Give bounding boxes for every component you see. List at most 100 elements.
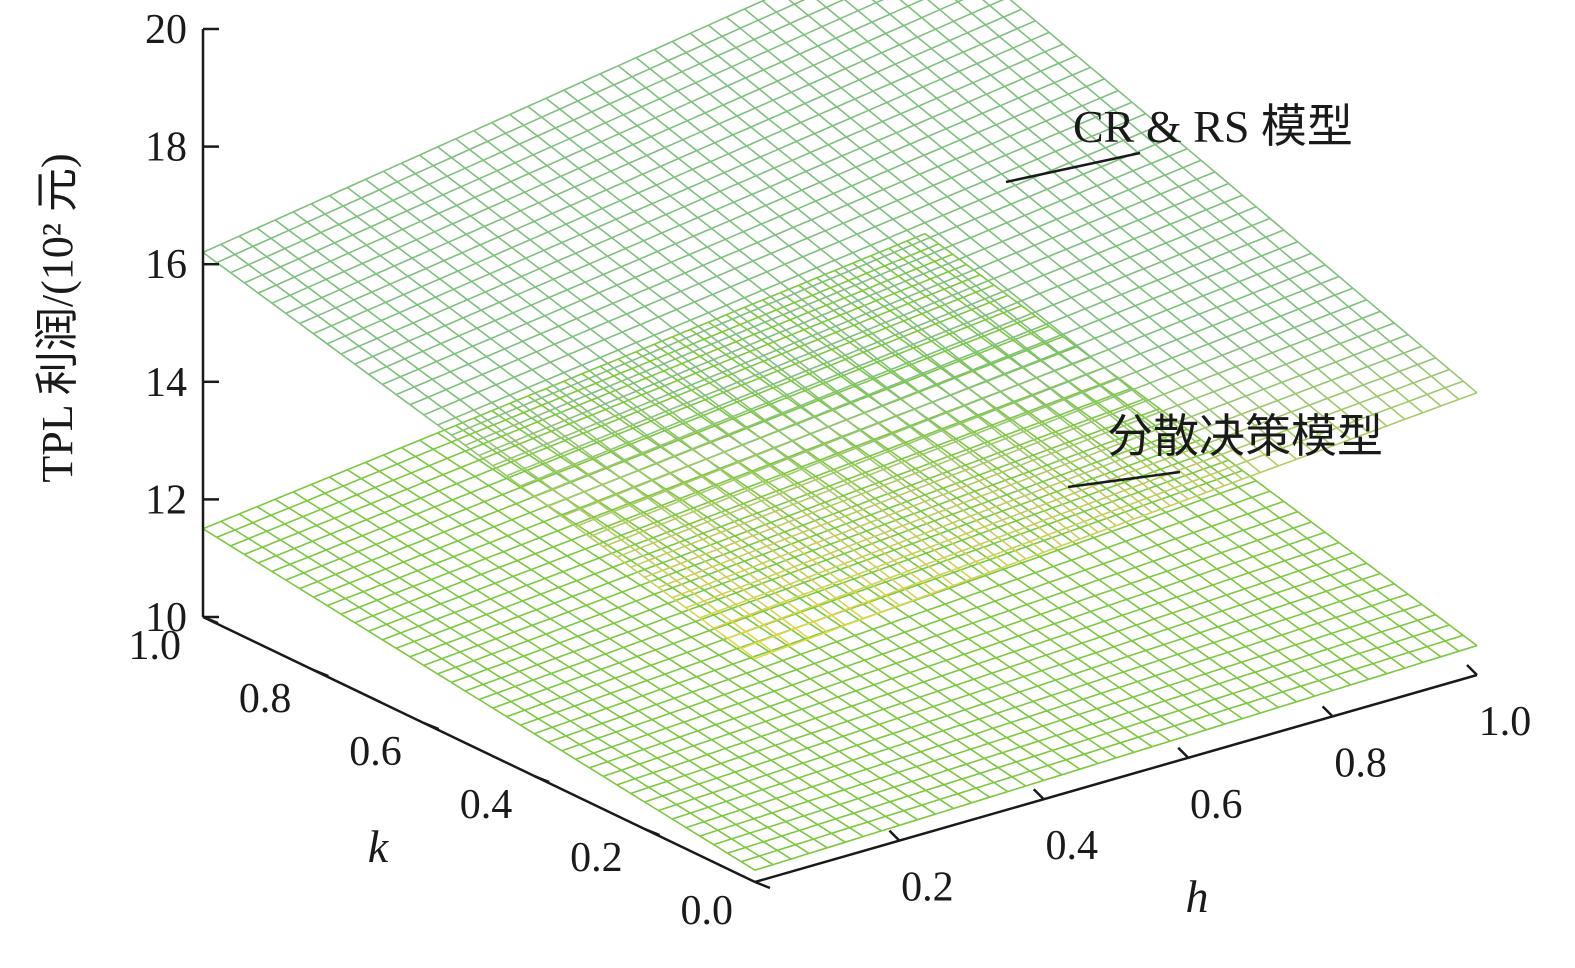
mesh-line-h bbox=[703, 331, 723, 341]
mesh-line-k bbox=[491, 653, 506, 664]
mesh-line-k bbox=[995, 407, 1011, 420]
mesh-line-k bbox=[464, 690, 480, 701]
mesh-line-k bbox=[964, 464, 980, 476]
mesh-line-k bbox=[620, 539, 636, 551]
mesh-line-k bbox=[1200, 438, 1216, 451]
mesh-line-h bbox=[1276, 586, 1295, 594]
mesh-line-k bbox=[844, 609, 860, 621]
mesh-line-k bbox=[642, 695, 657, 706]
mesh-line-h bbox=[1141, 659, 1160, 667]
mesh-line-k bbox=[958, 612, 974, 624]
mesh-line-k bbox=[794, 363, 810, 375]
mesh-line-k bbox=[1348, 568, 1363, 581]
mesh-line-h bbox=[1403, 603, 1423, 611]
mesh-line-k bbox=[492, 465, 508, 477]
mesh-line-h bbox=[403, 554, 422, 563]
mesh-line-h bbox=[804, 379, 824, 389]
mesh-line-h bbox=[952, 515, 971, 524]
mesh-line-h bbox=[509, 395, 529, 405]
mesh-line-h bbox=[285, 572, 305, 581]
mesh-line-k bbox=[874, 497, 890, 509]
mesh-line-h bbox=[1300, 433, 1320, 443]
mesh-line-h bbox=[526, 314, 546, 325]
mesh-line-h bbox=[753, 326, 773, 336]
mesh-line-h bbox=[558, 317, 578, 327]
mesh-line-k bbox=[825, 559, 841, 571]
mesh-line-h bbox=[473, 409, 493, 419]
mesh-line-h bbox=[1353, 347, 1373, 356]
mesh-line-h bbox=[1070, 494, 1089, 503]
mesh-line-h bbox=[927, 412, 947, 421]
mesh-line-h bbox=[820, 517, 840, 527]
mesh-line-h bbox=[544, 307, 564, 317]
mesh-line-k bbox=[316, 524, 331, 535]
mesh-line-h bbox=[679, 730, 698, 738]
mesh-line-h bbox=[1154, 136, 1174, 146]
mesh-line-h bbox=[582, 140, 602, 151]
mesh-line-h bbox=[521, 537, 540, 546]
mesh-line-h bbox=[623, 394, 642, 403]
mesh-line-h bbox=[856, 225, 876, 235]
mesh-line-h bbox=[843, 556, 863, 565]
mesh-line-h bbox=[1030, 581, 1050, 590]
mesh-line-h bbox=[1030, 322, 1050, 332]
mesh-line-h bbox=[473, 121, 493, 132]
mesh-line-h bbox=[1074, 477, 1093, 486]
mesh-line-h bbox=[836, 385, 856, 395]
mesh-line-h bbox=[1000, 383, 1019, 393]
mesh-line-h bbox=[916, 520, 935, 529]
mesh-line-k bbox=[1044, 597, 1060, 609]
mesh-line-h bbox=[292, 203, 312, 213]
mesh-line-h bbox=[384, 228, 403, 239]
mesh-line-h bbox=[921, 562, 941, 570]
mesh-line-h bbox=[875, 786, 895, 794]
mesh-line-h bbox=[749, 343, 769, 353]
mesh-line-k bbox=[1068, 441, 1084, 453]
mesh-line-h bbox=[810, 426, 829, 435]
mesh-line-k bbox=[1017, 635, 1033, 647]
mesh-line-k bbox=[622, 646, 638, 658]
mesh-line-h bbox=[531, 617, 551, 627]
mesh-line-k bbox=[943, 546, 959, 557]
mesh-line-h bbox=[950, 387, 969, 396]
mesh-line-k bbox=[959, 669, 975, 680]
mesh-line-h bbox=[614, 423, 634, 433]
mesh-line-h bbox=[1027, 120, 1047, 130]
mesh-line-h bbox=[700, 123, 720, 133]
mesh-line-h bbox=[756, 234, 776, 244]
mesh-line-h bbox=[820, 750, 840, 758]
mesh-line-h bbox=[712, 286, 731, 296]
mesh-line-h bbox=[734, 765, 754, 773]
mesh-line-h bbox=[745, 360, 764, 370]
mesh-line-k bbox=[1162, 586, 1178, 598]
mesh-line-k bbox=[835, 331, 851, 344]
mesh-line-h bbox=[1298, 301, 1317, 310]
mesh-line-h bbox=[271, 563, 291, 573]
mesh-line-k bbox=[386, 623, 401, 634]
mesh-line-k bbox=[1228, 708, 1243, 720]
mesh-line-h bbox=[1037, 150, 1056, 160]
mesh-line-k bbox=[779, 729, 794, 740]
mesh-line-h bbox=[1072, 66, 1091, 76]
mesh-line-k bbox=[966, 581, 982, 593]
mesh-line-h bbox=[889, 795, 909, 803]
mesh-line-k bbox=[732, 663, 747, 674]
mesh-line-k bbox=[216, 536, 232, 547]
mesh-line-h bbox=[849, 334, 868, 344]
mesh-line-h bbox=[1014, 177, 1034, 187]
mesh-line-h bbox=[537, 413, 556, 423]
mesh-line-h bbox=[667, 596, 687, 605]
mesh-line-h bbox=[948, 263, 967, 273]
mesh-line-h bbox=[1261, 517, 1280, 525]
mesh-line-h bbox=[807, 304, 827, 314]
mesh-line-h bbox=[589, 528, 608, 538]
mesh-line-h bbox=[945, 653, 965, 662]
mesh-line-h bbox=[868, 388, 888, 397]
mesh-line-h bbox=[347, 178, 366, 189]
mesh-line-h bbox=[1061, 259, 1081, 269]
mesh-line-h bbox=[884, 257, 903, 267]
mesh-line-k bbox=[573, 651, 588, 662]
mesh-line-h bbox=[1386, 418, 1406, 427]
mesh-line-h bbox=[531, 361, 551, 371]
mesh-line-k bbox=[993, 781, 1009, 793]
